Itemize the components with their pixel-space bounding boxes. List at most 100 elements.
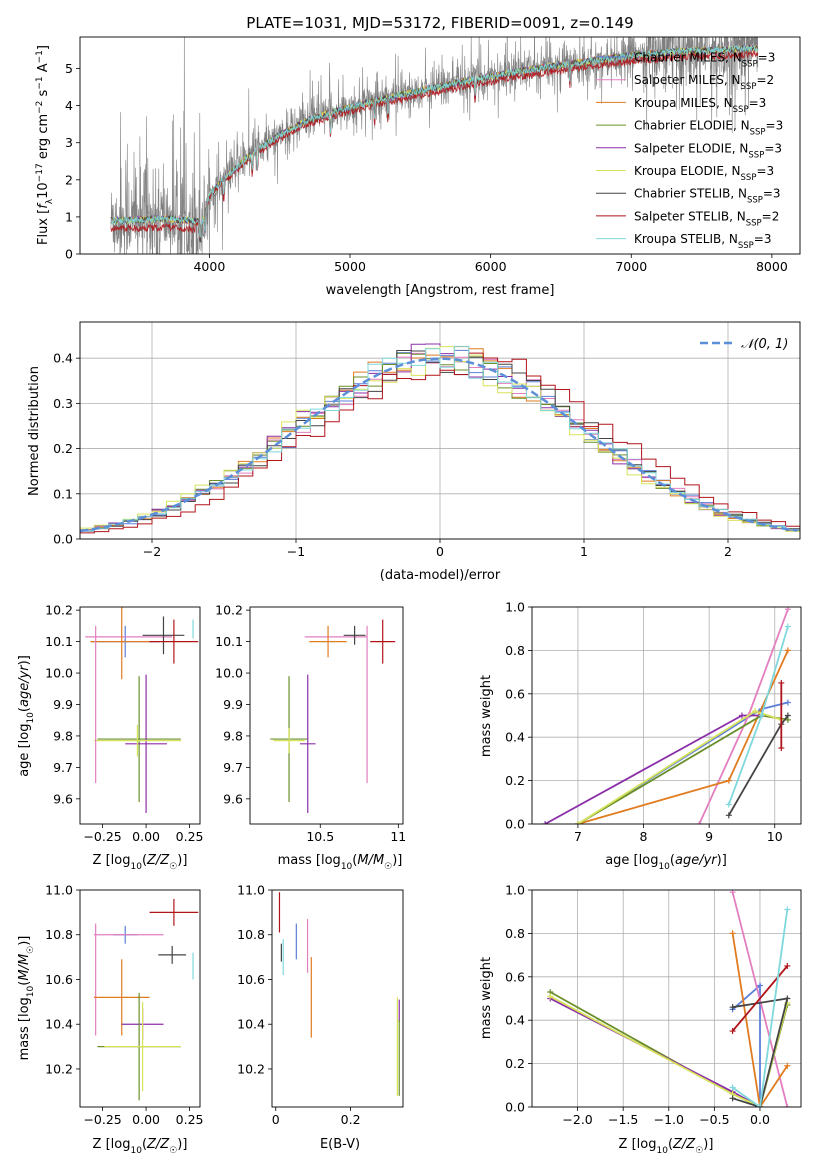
y-tick-label: 9.9 xyxy=(53,697,73,712)
label-part: 10 xyxy=(26,712,36,724)
label-part: M/M xyxy=(357,853,384,868)
x-tick-label: 0.2 xyxy=(341,1112,361,1127)
legend-text: =3 xyxy=(763,187,781,201)
legend-text: Chabrier STELIB, N xyxy=(634,187,747,201)
x-axis-label: Z [log10(Z/Z☉)] xyxy=(93,1137,188,1156)
weight-marker xyxy=(784,906,791,913)
legend-subscript: SSP xyxy=(748,150,764,160)
weight-line-kroupa-elodie xyxy=(577,710,782,824)
label-part: Z [log xyxy=(93,853,131,868)
x-tick-label: 6000 xyxy=(475,259,507,274)
y-tick-label: 1 xyxy=(65,209,73,224)
weight-marker xyxy=(784,962,791,969)
label-part: ☉ xyxy=(384,862,392,872)
y-tick-label: 9.7 xyxy=(53,760,73,775)
y-tick-label: 0.0 xyxy=(53,532,73,547)
x-tick-label: −0.25 xyxy=(83,829,121,844)
x-axis-label: E(B-V) xyxy=(320,1137,360,1152)
weight-marker xyxy=(725,777,732,784)
x-tick-label: 5000 xyxy=(334,259,366,274)
weight-marker xyxy=(729,930,736,937)
histogram-salpeter-stelib xyxy=(80,352,800,535)
chart-title: PLATE=1031, MJD=53172, FIBERID=0091, z=0… xyxy=(246,14,633,32)
weight-marker xyxy=(725,801,732,808)
label-part: s xyxy=(36,89,51,100)
x-tick-label: 11 xyxy=(390,829,406,844)
y-tick-label: 0.0 xyxy=(505,817,525,832)
y-tick-label: 10.2 xyxy=(45,603,73,618)
legend-entry: Kroupa STELIB, NSSP=3 xyxy=(634,232,772,251)
weight-marker xyxy=(752,708,759,715)
label-part: )] xyxy=(17,936,32,946)
label-part: ( xyxy=(17,981,32,986)
x-tick-label: 4000 xyxy=(193,259,225,274)
y-tick-label: 10.0 xyxy=(215,666,243,681)
label-part: Z/Z xyxy=(146,853,170,868)
y-tick-label: 9.8 xyxy=(223,728,243,743)
x-tick-label: 10.5 xyxy=(306,829,334,844)
plot-area-age-vs-mass xyxy=(270,619,396,813)
weight-marker xyxy=(574,821,581,824)
panel-age-vs-Z: −0.25 0.00 0.25 9.6 9.7 9.8 9.9 10.0 10.1 10.2 xyxy=(45,603,203,844)
legend-text: =3 xyxy=(754,232,772,246)
y-tick-label: 9.9 xyxy=(223,697,243,712)
weight-marker xyxy=(778,745,785,752)
y-tick-label: 0.2 xyxy=(505,773,525,788)
label-part: −1 xyxy=(35,76,45,89)
label-part: )] xyxy=(392,853,402,868)
panel-mass-vs-ebv: 0 0.2 10.2 10.4 10.6 10.8 11.0 xyxy=(237,883,404,1127)
legend-subscript: SSP xyxy=(741,173,757,183)
label-part: −2 xyxy=(35,101,45,114)
legend-entry: Chabrier STELIB, NSSP=3 xyxy=(634,187,781,206)
legend-entry: Chabrier ELODIE, NSSP=3 xyxy=(634,119,783,138)
axes-frame xyxy=(531,889,802,1108)
label-part: 10 xyxy=(130,1146,142,1156)
y-tick-label: 3 xyxy=(65,135,73,150)
weight-marker xyxy=(696,821,703,824)
axes-frame xyxy=(249,606,404,825)
weight-line-kroupa-miles xyxy=(731,933,789,1107)
label-part: )] xyxy=(177,853,187,868)
y-tick-label: 10.1 xyxy=(215,634,243,649)
label-part: ( xyxy=(670,853,675,868)
label-part: ( xyxy=(142,1137,147,1152)
legend-entry: Salpeter STELIB, NSSP=2 xyxy=(634,209,779,228)
label-part: 10 xyxy=(656,1146,668,1156)
plot-area-residuals xyxy=(80,343,800,535)
panel-mass-vs-Z: −0.25 0.00 0.25 10.2 10.4 10.6 10.8 11.0 xyxy=(45,883,203,1128)
label-part: Z [log xyxy=(619,1137,657,1152)
x-axis-label: age [log10(age/yr)] xyxy=(605,853,727,872)
legend-text: Kroupa ELODIE, N xyxy=(634,164,741,178)
y-tick-label: 0.4 xyxy=(505,730,525,745)
x-tick-label: −1.5 xyxy=(608,1112,638,1127)
label-part: 10 xyxy=(658,862,670,872)
label-part: ☉ xyxy=(695,1146,703,1156)
weight-marker xyxy=(784,1104,791,1107)
y-tick-label: 0.3 xyxy=(53,396,73,411)
label-part: f xyxy=(36,202,51,209)
x-tick-label: 7000 xyxy=(615,259,647,274)
weight-marker xyxy=(729,1028,736,1035)
weight-marker xyxy=(738,712,745,719)
weight-marker xyxy=(784,995,791,1002)
y-tick-label: 9.8 xyxy=(53,728,73,743)
label-part: mass [log xyxy=(278,853,341,868)
axes-frame xyxy=(79,889,201,1108)
axes-frame xyxy=(79,606,201,825)
weight-line-kroupa-stelib xyxy=(732,909,789,1107)
label-part: ( xyxy=(352,853,357,868)
y-tick-label: 10.4 xyxy=(237,1017,265,1032)
legend-text: Salpeter STELIB, N xyxy=(634,209,746,223)
x-tick-label: 8 xyxy=(640,829,648,844)
y-tick-label: 10.6 xyxy=(237,972,265,987)
legend-text: =3 xyxy=(756,164,774,178)
panel-weight-vs-age: 7 8 9 10 0.0 0.2 0.4 0.6 0.8 1.0 xyxy=(505,600,802,844)
weight-marker xyxy=(784,712,791,719)
y-tick-label: 10.2 xyxy=(45,1061,73,1076)
legend-text: =3 xyxy=(749,96,767,110)
label-part: mass [log xyxy=(17,997,32,1060)
panel-age-vs-mass: 10.5 11 9.6 9.7 9.8 9.9 10.0 10.1 10.2 xyxy=(215,603,406,844)
x-tick-label: 0.25 xyxy=(176,829,204,844)
legend-text: =2 xyxy=(756,73,774,87)
label-part: age/yr xyxy=(675,853,718,868)
